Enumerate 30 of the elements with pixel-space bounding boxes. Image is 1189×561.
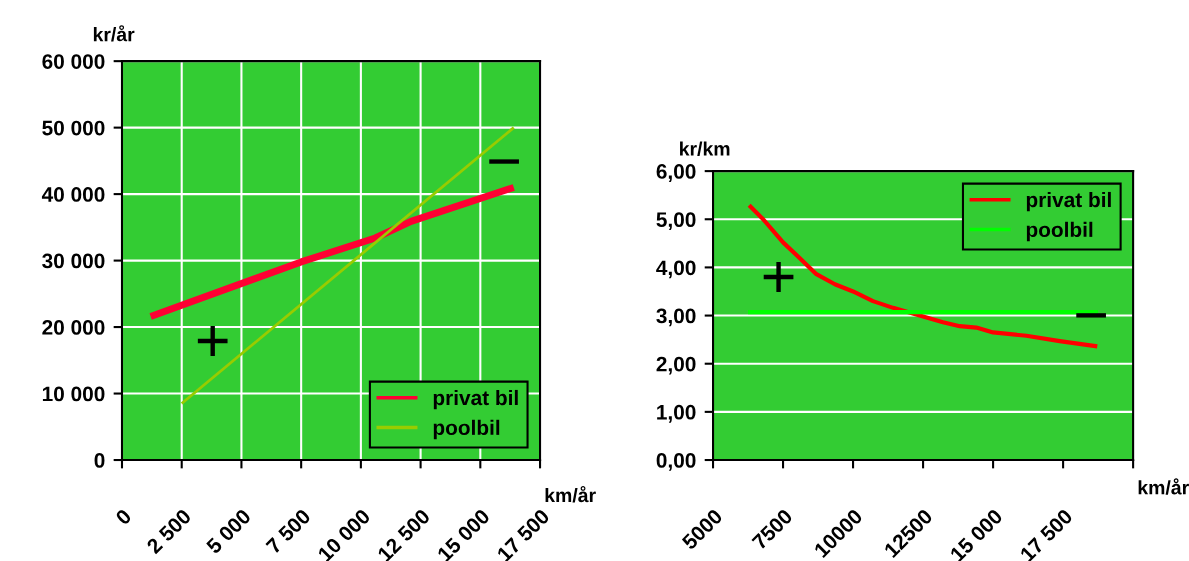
y-tick-label: 60 000 bbox=[42, 54, 105, 69]
y-tick-label: 10 000 bbox=[42, 386, 105, 402]
y-tick-label: 30 000 bbox=[42, 253, 105, 269]
y-tick-label: 6,00 bbox=[656, 164, 696, 182]
legend-label: poolbil bbox=[433, 419, 500, 440]
y-tick-label: 5,00 bbox=[656, 212, 696, 231]
x-axis-title: km/år bbox=[1138, 478, 1189, 495]
y-tick-label: 3,00 bbox=[656, 308, 696, 327]
x-tick-label: 7 500 bbox=[265, 508, 312, 555]
x-tick-label: 2 500 bbox=[145, 508, 192, 555]
y-tick-label: 20 000 bbox=[42, 320, 105, 335]
y-tick-label: 2,00 bbox=[656, 356, 696, 375]
y-axis-title: kr/år bbox=[93, 25, 135, 42]
annotation: − bbox=[1076, 313, 1106, 318]
x-tick-label: 5 000 bbox=[205, 508, 252, 555]
y-tick-label: 0,00 bbox=[656, 453, 696, 471]
annotation: − bbox=[489, 159, 519, 164]
legend-label: privat bil bbox=[1026, 191, 1111, 212]
y-tick-label: 1,00 bbox=[657, 404, 696, 423]
x-tick-label: 0 bbox=[114, 508, 133, 526]
y-tick-label: 0 bbox=[94, 453, 105, 468]
legend-label: privat bil bbox=[433, 389, 518, 410]
y-tick-label: 40 000 bbox=[41, 187, 105, 202]
y-tick-label: 4,00 bbox=[656, 260, 696, 279]
y-axis-title: kr/km bbox=[680, 141, 730, 156]
legend-label: poolbil bbox=[1026, 221, 1093, 242]
x-axis-title: km/år bbox=[545, 486, 596, 503]
annotation: + bbox=[763, 262, 794, 292]
y-tick-label: 50 000 bbox=[42, 120, 105, 136]
annotation: + bbox=[197, 326, 228, 356]
